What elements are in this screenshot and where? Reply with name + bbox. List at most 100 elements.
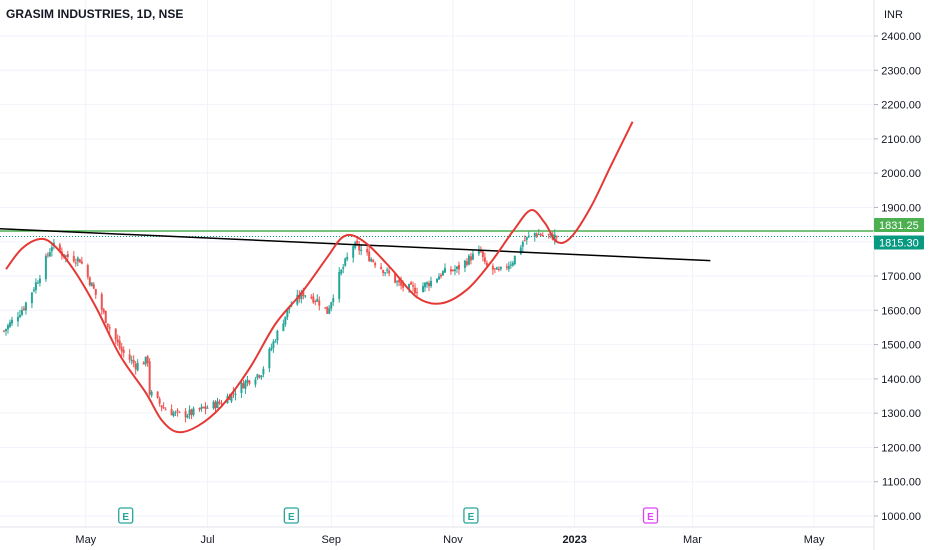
candle-body [471, 253, 474, 260]
candle-body [457, 265, 460, 270]
candle-body [268, 348, 271, 369]
candle-body [108, 327, 111, 329]
pattern-curve[interactable] [5, 121, 634, 434]
candle-body [216, 400, 219, 408]
candle-body [240, 382, 243, 393]
candle-body [122, 349, 125, 354]
candle-body [162, 407, 165, 409]
candle-body [451, 269, 454, 271]
candle-body [156, 391, 159, 398]
candle-body [248, 380, 251, 384]
candle-body [58, 244, 61, 251]
earnings-event-marker[interactable]: E [642, 507, 659, 524]
candle-body [48, 252, 51, 257]
candle-body [340, 269, 343, 274]
candle-body [481, 251, 484, 258]
candle-body [260, 375, 263, 378]
price-tag: 1831.25 [874, 218, 924, 233]
candle-body [20, 309, 23, 315]
candle-body [424, 282, 427, 288]
candle-body [142, 362, 145, 365]
candle-body [234, 393, 237, 395]
candle-body [78, 259, 81, 263]
time-axis[interactable]: May Jul Sep Nov 2023 Mar May [75, 534, 825, 546]
y-tick-label: 1000.00 [881, 511, 921, 523]
candle-body [495, 267, 498, 270]
chart-title: GRASIM INDUSTRIES, 1D, NSE [6, 7, 183, 21]
candle-body [384, 272, 387, 274]
candle-body [509, 264, 512, 266]
candle-body [296, 294, 299, 305]
candle-body [272, 341, 275, 349]
y-tick-label: 2300.00 [881, 65, 921, 77]
candle-body [46, 254, 49, 256]
candle-body [394, 273, 397, 283]
candle-body [118, 340, 121, 348]
candle-body [388, 270, 391, 274]
candle-body [332, 298, 335, 302]
candle-body [6, 325, 9, 330]
candle-body [326, 306, 329, 314]
candle-body [242, 383, 245, 389]
y-tick-label: 1900.00 [881, 202, 921, 214]
candle-body [158, 398, 161, 404]
candle-body [316, 298, 319, 302]
candle-body [160, 405, 163, 408]
candle-body [282, 323, 285, 331]
candle-body [114, 328, 117, 340]
candle-body [463, 260, 466, 268]
candle-body [412, 285, 415, 287]
earnings-event-marker[interactable]: E [463, 507, 479, 524]
candle-body [254, 379, 257, 385]
candle-body [453, 269, 456, 272]
candle-body [360, 249, 363, 252]
y-tick-label: 1400.00 [881, 374, 921, 386]
trendline[interactable] [0, 227, 711, 262]
candle-body [198, 408, 201, 410]
candle-body [262, 368, 265, 375]
event-badge[interactable] [118, 507, 134, 524]
y-tick-label: 1600.00 [881, 305, 921, 317]
candle-body [398, 279, 401, 283]
x-tick-label: May [75, 534, 96, 546]
y-tick-label: 1100.00 [882, 477, 921, 489]
candle-body [24, 302, 27, 311]
candle-body [310, 296, 313, 299]
price-tag-label: 1815.30 [879, 237, 919, 249]
candle-body [146, 356, 149, 363]
candle-body [2, 330, 5, 332]
candle-body [74, 262, 77, 264]
event-badge[interactable] [463, 507, 479, 524]
event-badge[interactable] [642, 507, 659, 524]
candle-body [214, 402, 217, 409]
candle-body [212, 401, 215, 409]
price-axis[interactable]: 2400.00 2300.00 2200.00 2100.00 2000.00 1900.… [874, 31, 921, 523]
candle-body [72, 256, 75, 262]
earnings-event-marker[interactable]: E [118, 507, 134, 524]
candle-body [36, 282, 39, 284]
candle-body [443, 267, 446, 273]
price-tags: 1831.25 1815.30 [874, 218, 924, 250]
candle-body [408, 283, 411, 290]
candle-body [455, 266, 458, 269]
drawings[interactable] [0, 121, 874, 434]
candle-body [8, 322, 11, 327]
candle-body [106, 323, 109, 327]
candle-body [102, 309, 105, 313]
candle-body [246, 379, 249, 383]
candles [2, 228, 558, 423]
candle-body [134, 363, 137, 370]
candle-body [100, 294, 103, 310]
candle-body [386, 269, 389, 271]
grid [0, 0, 874, 527]
candle-body [256, 374, 259, 379]
candle-body [186, 415, 189, 418]
earnings-event-marker[interactable]: E [283, 507, 299, 524]
event-badge[interactable] [283, 507, 299, 524]
candle-body [204, 406, 207, 410]
candle-body [410, 282, 413, 285]
event-label: E [288, 512, 295, 523]
